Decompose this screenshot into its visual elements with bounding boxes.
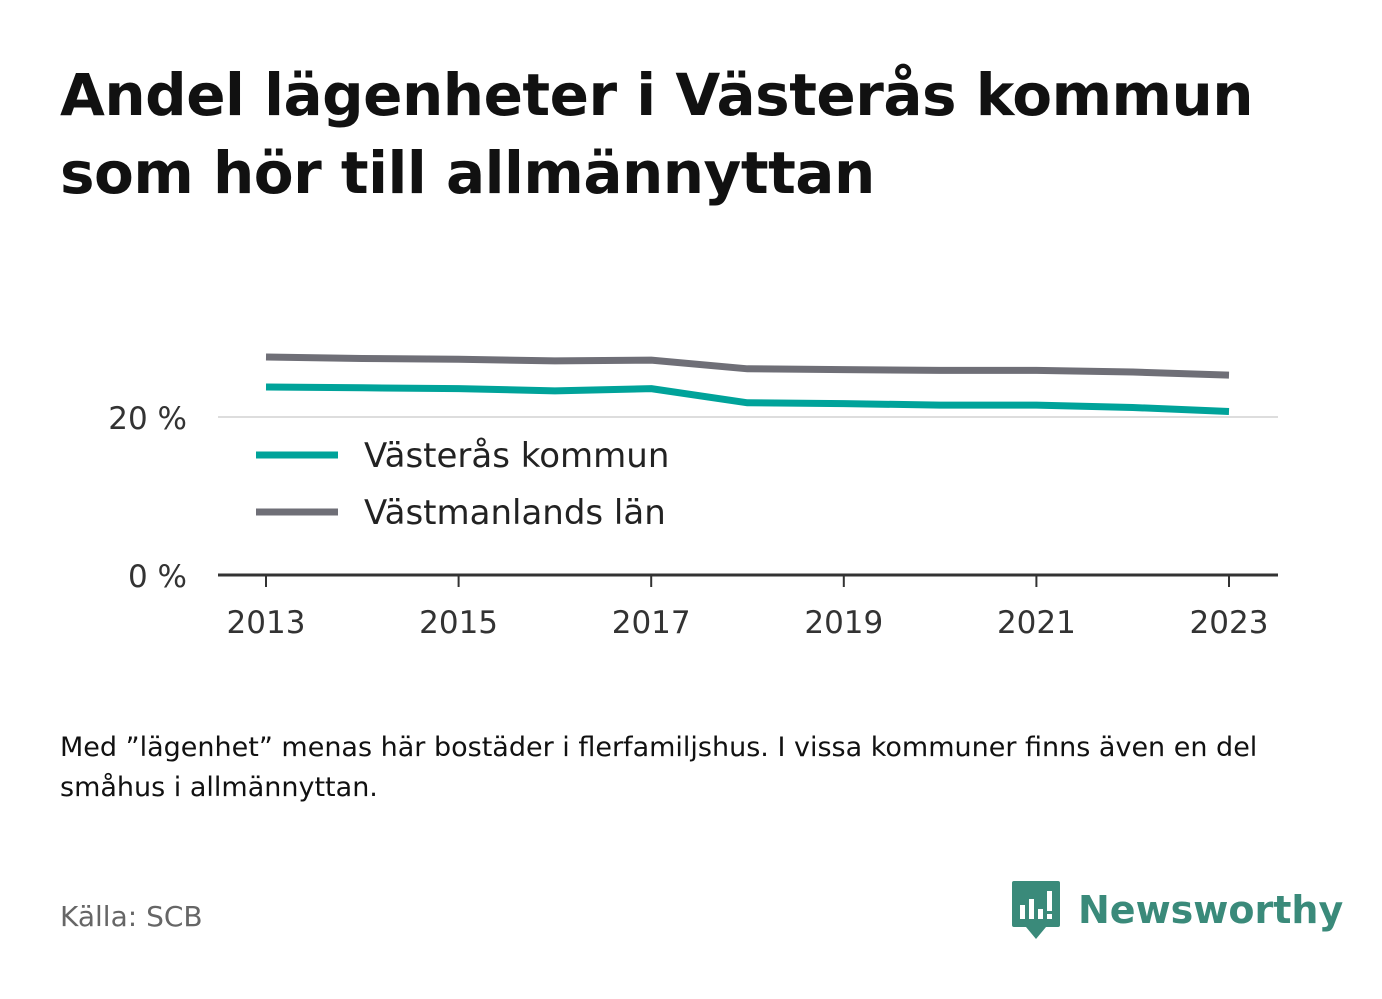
chart-title: Andel lägenheter i Västerås kommun som h… (60, 61, 1254, 207)
brand-name: Newsworthy (1078, 888, 1344, 932)
chart-note: Med ”lägenhet” menas här bostäder i fler… (60, 732, 1258, 803)
series-line-2 (265, 353, 1230, 379)
x-tick-label: 2015 (419, 605, 498, 641)
y-tick-label: 20 % (108, 401, 187, 437)
y-tick-label: 0 % (128, 559, 187, 595)
source-label: Källa: SCB (60, 900, 203, 933)
legend-label: Västerås kommun (364, 436, 669, 476)
x-tick-label: 2013 (227, 605, 306, 641)
x-tick-label: 2017 (612, 605, 691, 641)
x-tick-label: 2019 (804, 605, 883, 641)
x-tick-label: 2023 (1190, 605, 1269, 641)
y-axis-labels: 0 % 20 % (108, 401, 187, 595)
series-lines (265, 353, 1230, 415)
x-axis: 2013 2015 2017 2019 2021 2023 (218, 573, 1278, 641)
newsworthy-logo-icon (1012, 881, 1060, 939)
legend: Västerås kommun Västmanlands län (256, 436, 669, 533)
x-tick-label: 2021 (997, 605, 1076, 641)
series-line-1 (265, 383, 1230, 415)
newsworthy-brand[interactable]: Newsworthy (1010, 878, 1343, 942)
legend-label: Västmanlands län (364, 493, 666, 533)
